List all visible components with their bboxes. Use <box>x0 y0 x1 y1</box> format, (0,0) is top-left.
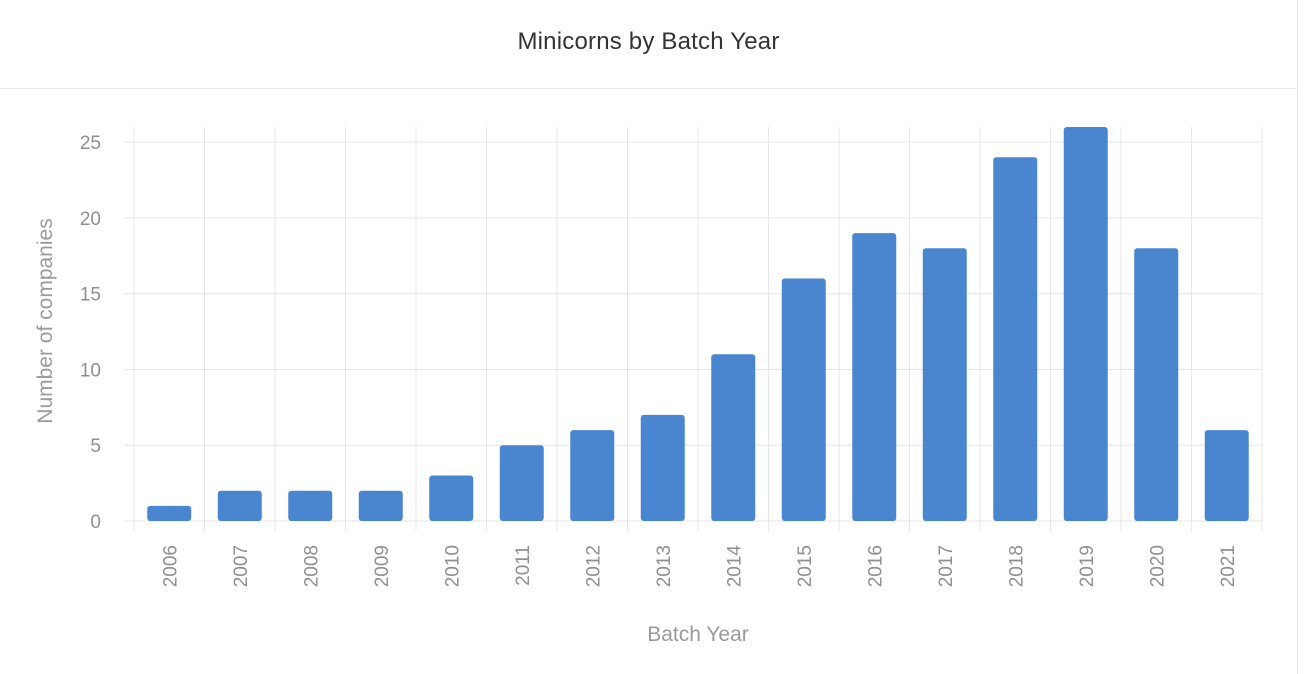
x-axis-title: Batch Year <box>647 623 749 646</box>
x-tick-label: 2006 <box>160 545 181 587</box>
bar-2017 <box>922 248 967 521</box>
bar-2013 <box>640 414 685 521</box>
chart-header: Minicorns by Batch Year <box>0 0 1297 89</box>
bar-2020 <box>1134 248 1179 521</box>
bar-2021 <box>1204 430 1249 521</box>
bar-2007 <box>217 490 262 521</box>
x-tick-label: 2007 <box>231 545 252 587</box>
x-tick-label: 2019 <box>1077 545 1098 587</box>
y-tick-label: 10 <box>80 360 101 381</box>
y-axis-ticks: 0 5 10 15 20 25 <box>80 133 101 533</box>
bar-2016 <box>852 233 897 522</box>
bar-2008 <box>288 490 333 521</box>
bar-2010 <box>429 475 474 521</box>
x-tick-label: 2009 <box>372 545 393 587</box>
y-tick-label: 15 <box>80 285 101 306</box>
bar-2018 <box>993 157 1038 522</box>
x-tick-label: 2012 <box>583 545 604 587</box>
x-tick-label: 2013 <box>654 545 675 587</box>
x-tick-label: 2020 <box>1147 545 1168 587</box>
x-tick-label: 2014 <box>724 545 745 588</box>
bar-2014 <box>711 354 756 521</box>
x-tick-label: 2010 <box>442 545 463 587</box>
y-axis-title: Number of companies <box>34 218 57 423</box>
y-tick-label: 5 <box>90 436 101 457</box>
x-tick-label: 2008 <box>301 545 322 587</box>
bar-2009 <box>358 490 403 521</box>
bar-2006 <box>147 505 192 521</box>
x-tick-label: 2021 <box>1218 545 1239 587</box>
chart-title: Minicorns by Batch Year <box>517 28 780 55</box>
y-tick-label: 25 <box>80 133 101 154</box>
x-axis-ticks: 2006 2007 2008 2009 2010 2011 2012 2013 2014 2015… <box>160 545 1239 588</box>
x-tick-label: 2018 <box>1006 545 1027 587</box>
bar-2015 <box>781 278 826 521</box>
x-tick-label: 2017 <box>936 545 957 587</box>
x-tick-label: 2015 <box>795 545 816 587</box>
y-tick-label: 0 <box>90 512 101 533</box>
bar-2012 <box>570 430 615 521</box>
bar-2011 <box>499 445 544 521</box>
x-tick-label: 2011 <box>513 545 534 586</box>
y-tick-label: 20 <box>80 209 101 230</box>
bars <box>147 127 1249 522</box>
x-tick-label: 2016 <box>865 545 886 587</box>
bar-2019 <box>1063 127 1108 521</box>
